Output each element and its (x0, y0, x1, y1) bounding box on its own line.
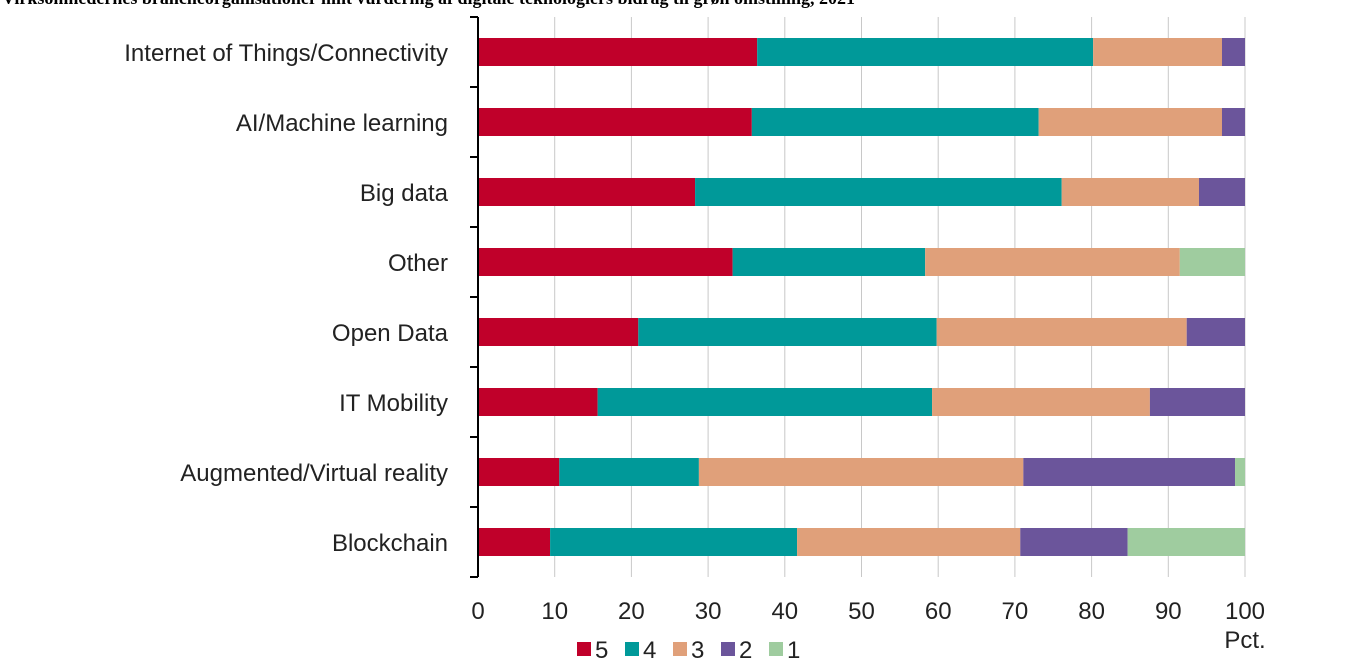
bar-segment (1221, 38, 1245, 66)
bar-segment (925, 248, 1180, 276)
legend-label: 1 (787, 637, 800, 664)
x-axis-label: Pct. (1224, 627, 1265, 654)
x-tick-label: 50 (848, 598, 875, 625)
bar-segment (1235, 458, 1245, 486)
bar-segment (1093, 38, 1222, 66)
y-tick-label: IT Mobility (339, 390, 448, 417)
x-tick-label: 90 (1155, 598, 1182, 625)
bar-segment (478, 178, 696, 206)
bar-segment (638, 318, 937, 346)
bar-segment (478, 528, 551, 556)
bar-segment (478, 388, 598, 416)
x-tick-label: 100 (1225, 598, 1265, 625)
bar-segment (550, 528, 798, 556)
bar-segment (936, 318, 1187, 346)
bar-segment (1149, 388, 1245, 416)
legend-swatch (625, 642, 639, 656)
bar-segment (559, 458, 699, 486)
bar-segment (732, 248, 926, 276)
bar-segment (1186, 318, 1245, 346)
y-tick-label: AI/Machine learning (236, 110, 448, 137)
legend-label: 3 (691, 637, 704, 664)
y-tick-label: Augmented/Virtual reality (180, 460, 448, 487)
x-tick-label: 60 (925, 598, 952, 625)
x-tick-label: 70 (1002, 598, 1029, 625)
legend-swatch (577, 642, 591, 656)
y-tick-label: Blockchain (332, 530, 448, 557)
x-tick-label: 40 (771, 598, 798, 625)
x-tick-label: 80 (1078, 598, 1105, 625)
bar-segment (1020, 528, 1128, 556)
x-tick-label: 0 (471, 598, 484, 625)
legend-swatch (769, 642, 783, 656)
y-tick-label: Internet of Things/Connectivity (124, 40, 448, 67)
bar-segment (1127, 528, 1245, 556)
bar-segment (1038, 108, 1222, 136)
legend-label: 4 (643, 637, 656, 664)
bar-segment (478, 248, 733, 276)
x-tick-label: 20 (618, 598, 645, 625)
bar-segment (478, 38, 758, 66)
bar-segment (478, 458, 560, 486)
legend-label: 5 (595, 637, 608, 664)
bar-segment (597, 388, 933, 416)
bar-segment (1023, 458, 1236, 486)
bar-segment (1061, 178, 1199, 206)
x-tick-label: 10 (541, 598, 568, 625)
y-tick-label: Big data (360, 180, 449, 207)
bar-segment (1179, 248, 1245, 276)
bar-segment (1198, 178, 1245, 206)
bar-segment (751, 108, 1039, 136)
bar-segment (757, 38, 1094, 66)
chart-title: Virksomhedernes brancheorganisationer mh… (2, 0, 855, 8)
legend-swatch (673, 642, 687, 656)
bar-segment (478, 108, 752, 136)
bar-segment (797, 528, 1021, 556)
bar-segment (695, 178, 1062, 206)
bar-segment (698, 458, 1024, 486)
legend-label: 2 (739, 637, 752, 664)
bar-segment (932, 388, 1150, 416)
x-tick-label: 30 (695, 598, 722, 625)
legend-swatch (721, 642, 735, 656)
y-tick-label: Other (388, 250, 448, 277)
bar-segment (478, 318, 639, 346)
y-tick-label: Open Data (332, 320, 449, 347)
bar-segment (1221, 108, 1245, 136)
